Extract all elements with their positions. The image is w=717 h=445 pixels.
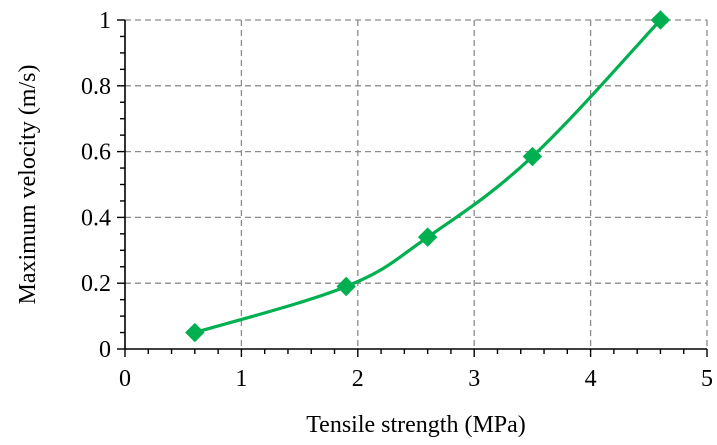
series-layer — [185, 10, 671, 343]
x-tick-label: 4 — [585, 366, 597, 392]
x-tick-label: 2 — [352, 366, 364, 392]
x-axis-title: Tensile strength (MPa) — [306, 412, 526, 438]
y-axis-title: Maximum velocity (m/s) — [15, 65, 41, 305]
x-tick-label: 5 — [701, 366, 713, 392]
x-tick-label: 0 — [119, 366, 131, 392]
y-tick-label: 0.6 — [81, 140, 111, 166]
y-tick-label: 0.4 — [81, 205, 111, 231]
data-point-diamond — [417, 227, 438, 247]
y-tick-label: 0.8 — [81, 74, 111, 100]
data-point-diamond — [522, 146, 543, 167]
y-tick-label: 0 — [99, 337, 111, 363]
y-tick-label: 1 — [99, 8, 111, 34]
y-tick-label: 0.2 — [81, 271, 111, 297]
data-point-diamond — [336, 276, 356, 297]
data-point-diamond — [650, 10, 671, 30]
data-point-diamond — [185, 322, 205, 343]
label-layer: Tensile strength (MPa) Maximum velocity … — [15, 8, 713, 438]
grid-layer — [125, 19, 708, 349]
x-tick-label: 3 — [468, 366, 480, 392]
x-tick-label: 1 — [235, 366, 247, 392]
axis-layer — [117, 19, 708, 357]
